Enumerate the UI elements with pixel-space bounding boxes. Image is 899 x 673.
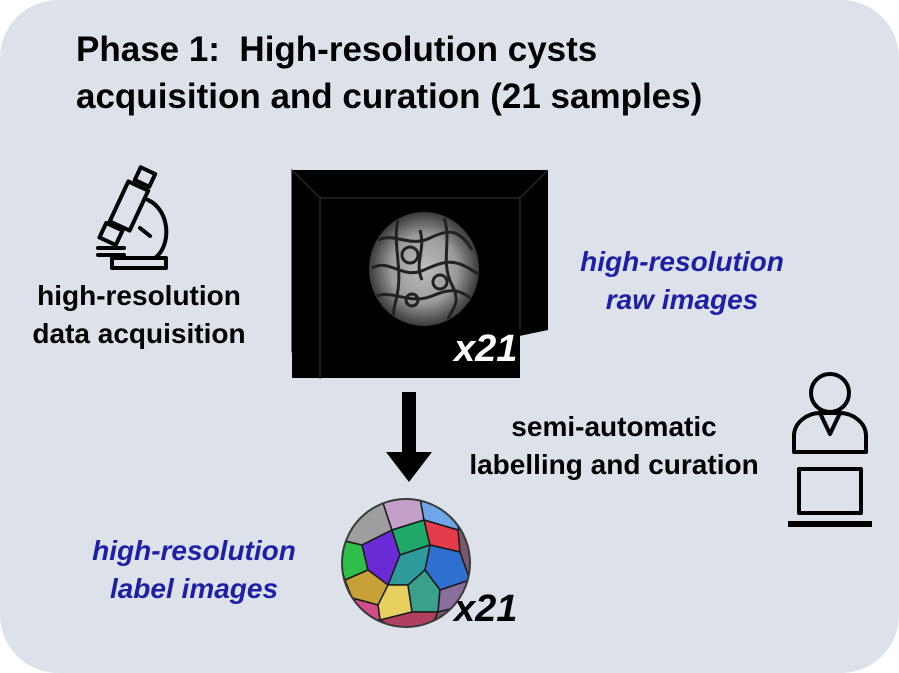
title-line-2: acquisition and curation (21 samples): [76, 77, 703, 116]
raw-images-label: high-resolution raw images: [556, 243, 808, 319]
acquisition-label: high-resolution data acquisition: [0, 277, 278, 353]
label-images-count: x21: [454, 588, 518, 630]
user-at-laptop-icon: [788, 372, 872, 527]
labelling-label: semi-automatic labelling and curation: [428, 408, 800, 484]
acquisition-label-line-1: high-resolution: [37, 280, 241, 311]
raw-images-label-line-2: raw images: [605, 284, 759, 315]
cyst-label-image: [341, 498, 471, 628]
down-arrow-icon: [386, 392, 432, 482]
raw-images-count: x21: [454, 328, 518, 370]
title-line-1: Phase 1: High-resolution cysts: [76, 30, 598, 69]
cyst-raw-image: [369, 212, 479, 326]
label-images-label-line-1: high-resolution: [92, 535, 296, 566]
page-title: Phase 1: High-resolution cysts acquisiti…: [76, 26, 876, 120]
labelling-label-line-2: labelling and curation: [469, 449, 759, 480]
label-images-label: high-resolution label images: [62, 532, 326, 608]
label-images-label-line-2: label images: [109, 573, 279, 604]
labelling-label-line-1: semi-automatic: [511, 411, 717, 442]
microscope-icon: [96, 165, 169, 270]
raw-images-label-line-1: high-resolution: [580, 246, 784, 277]
acquisition-label-line-2: data acquisition: [32, 318, 246, 349]
